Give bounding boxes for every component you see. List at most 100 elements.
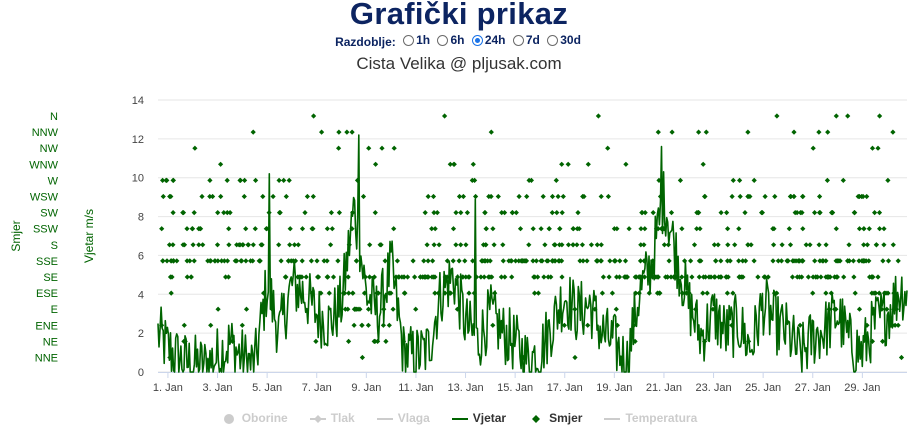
period-option-6h[interactable]: 6h xyxy=(437,33,464,47)
radio-icon[interactable] xyxy=(547,34,559,46)
direction-point xyxy=(736,258,742,264)
direction-point xyxy=(840,177,846,183)
direction-point xyxy=(180,210,187,216)
direction-point xyxy=(641,242,647,248)
period-option-1h[interactable]: 1h xyxy=(403,33,430,47)
legend-item-vlaga[interactable]: Vlaga xyxy=(376,411,430,425)
direction-point xyxy=(702,274,709,280)
direction-point xyxy=(585,161,591,167)
legend-item-oborine[interactable]: Oborine xyxy=(221,411,288,425)
direction-point xyxy=(383,338,389,344)
direction-point xyxy=(324,226,330,232)
direction-point xyxy=(866,258,872,264)
direction-point xyxy=(239,242,246,248)
direction-point xyxy=(365,306,372,312)
direction-point xyxy=(460,274,466,280)
y-tick-label: 14 xyxy=(132,95,144,107)
direction-point xyxy=(810,290,816,296)
direction-point xyxy=(159,226,165,232)
legend-item-temperatura[interactable]: Temperatura xyxy=(604,411,697,425)
direction-point xyxy=(632,338,638,344)
direction-point xyxy=(559,274,565,280)
direction-point xyxy=(796,274,803,280)
direction-point xyxy=(686,290,692,296)
direction-point xyxy=(698,258,704,264)
radio-selected-icon[interactable] xyxy=(471,34,483,46)
direction-point xyxy=(181,338,187,344)
direction-point xyxy=(479,258,485,264)
direction-point xyxy=(611,226,617,232)
direction-point xyxy=(451,161,457,167)
legend-label: Tlak xyxy=(330,411,355,425)
direction-point xyxy=(318,290,324,296)
x-tick-label: 29. Jan xyxy=(844,382,880,394)
direction-point xyxy=(575,210,581,216)
direction-point xyxy=(357,306,363,312)
direction-tick-label: NNW xyxy=(32,127,59,139)
radio-icon[interactable] xyxy=(437,34,449,46)
x-tick-label: 25. Jan xyxy=(745,382,781,394)
direction-point xyxy=(163,177,169,183)
direction-point xyxy=(856,258,862,264)
period-option-24h[interactable]: 24h xyxy=(471,33,506,47)
y-tick-label: 4 xyxy=(138,289,144,301)
legend-item-tlak[interactable]: Tlak xyxy=(309,411,355,425)
direction-point xyxy=(321,258,327,264)
direction-point xyxy=(736,226,742,232)
direction-point xyxy=(823,242,829,248)
direction-point xyxy=(313,338,319,344)
radio-icon[interactable] xyxy=(512,34,524,46)
direction-tick-label: NE xyxy=(43,336,58,348)
direction-point xyxy=(730,290,736,296)
radio-icon[interactable] xyxy=(403,34,415,46)
direction-point xyxy=(345,274,351,280)
direction-point xyxy=(352,306,358,312)
direction-tick-label: NNE xyxy=(35,353,58,365)
direction-point xyxy=(350,290,356,296)
direction-point xyxy=(638,242,644,248)
direction-point xyxy=(657,193,664,200)
direction-point xyxy=(500,258,506,264)
direction-point xyxy=(226,242,232,248)
direction-point xyxy=(243,258,249,264)
direction-point xyxy=(522,258,528,264)
direction-point xyxy=(732,242,738,248)
period-option-7d[interactable]: 7d xyxy=(512,33,540,47)
direction-point xyxy=(159,322,165,328)
direction-point xyxy=(473,274,480,280)
direction-point xyxy=(328,210,334,216)
direction-point xyxy=(696,129,702,135)
direction-point xyxy=(444,258,450,264)
direction-point xyxy=(379,145,385,151)
direction-point xyxy=(805,274,811,280)
direction-point xyxy=(508,258,514,264)
direction-point xyxy=(691,242,698,248)
direction-point xyxy=(470,258,476,264)
direction-point xyxy=(160,193,166,200)
y-tick-label: 10 xyxy=(132,173,144,185)
direction-point xyxy=(827,274,833,280)
period-option-30d[interactable]: 30d xyxy=(547,33,581,47)
legend-item-smjer[interactable]: Smjer xyxy=(528,411,582,425)
direction-point xyxy=(572,306,578,312)
direction-point xyxy=(669,129,675,135)
direction-point xyxy=(234,258,240,264)
direction-point xyxy=(429,226,435,232)
direction-point xyxy=(391,145,397,151)
direction-point xyxy=(825,129,831,135)
direction-point xyxy=(592,306,598,312)
direction-point xyxy=(295,242,301,248)
direction-point xyxy=(875,145,881,151)
direction-point xyxy=(546,226,552,232)
direction-point xyxy=(488,193,494,200)
direction-point xyxy=(823,258,829,264)
direction-point xyxy=(421,258,427,264)
direction-point xyxy=(483,242,489,248)
direction-point xyxy=(444,274,450,280)
legend-item-vjetar[interactable]: Vjetar xyxy=(451,411,506,425)
direction-point xyxy=(250,258,256,264)
direction-point xyxy=(710,306,716,312)
direction-point xyxy=(702,193,708,200)
direction-point xyxy=(711,242,717,248)
